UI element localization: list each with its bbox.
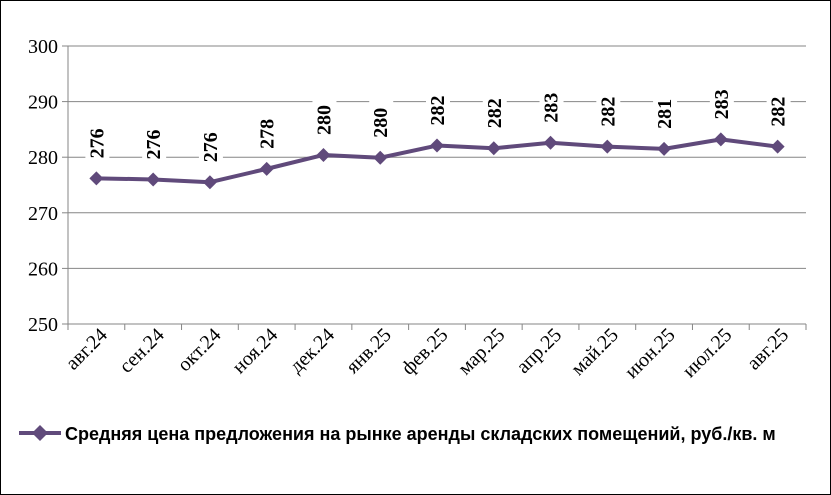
- x-tick-label: июл.25: [678, 324, 736, 382]
- data-labels: 276 276 276 278 280 280 282 282 283 282 281 283 282: [85, 79, 791, 167]
- x-tick-label: сен.24: [115, 324, 169, 378]
- data-label: 276: [200, 132, 222, 162]
- data-label: 280: [313, 105, 335, 135]
- data-point-marker: [486, 141, 501, 156]
- data-point-marker: [373, 150, 388, 165]
- data-label-background: [198, 122, 223, 167]
- data-label: 282: [597, 97, 619, 127]
- data-point-marker: [259, 161, 274, 176]
- data-point-marker: [543, 135, 558, 150]
- data-point-marker: [713, 132, 728, 147]
- series-markers: [89, 132, 785, 190]
- data-point-marker: [202, 175, 217, 190]
- y-axis-ticks: 250 260 270 280 290 300: [28, 36, 68, 336]
- x-tick-label: янв.25: [342, 324, 396, 378]
- data-point-marker: [89, 171, 104, 186]
- data-point-marker: [430, 138, 444, 153]
- x-tick-label: фев.25: [397, 324, 452, 379]
- data-label-background: [709, 79, 734, 124]
- x-tick-label: дек.24: [285, 324, 339, 378]
- y-tick-label: 300: [28, 36, 58, 58]
- data-label: 276: [86, 128, 108, 158]
- x-tick-label: мар.25: [454, 324, 509, 379]
- data-label-background: [255, 108, 280, 153]
- axes: [67, 46, 806, 325]
- data-label: 283: [711, 89, 733, 119]
- data-point-marker: [316, 147, 331, 162]
- x-tick-label: авг.24: [62, 324, 112, 374]
- y-tick-label: 270: [28, 203, 58, 225]
- y-tick-label: 280: [28, 147, 58, 169]
- data-label: 281: [654, 99, 676, 129]
- y-tick-label: 290: [28, 92, 58, 114]
- data-label-background: [85, 118, 110, 163]
- x-tick-label: июн.25: [621, 324, 680, 383]
- data-label-background: [369, 97, 394, 142]
- x-tick-label: май.25: [567, 324, 623, 380]
- data-label-background: [482, 88, 507, 133]
- x-tick-label: авг.25: [743, 324, 793, 374]
- x-axis-ticks: авг.24 сен.24 окт.24 ноя.24 дек.24 янв.25 фев.…: [62, 324, 807, 383]
- y-tick-label: 260: [28, 258, 58, 280]
- data-label-background: [539, 82, 564, 127]
- x-tick-label: апр.25: [512, 324, 566, 378]
- data-label: 276: [143, 129, 165, 159]
- data-label-background: [426, 85, 450, 130]
- y-tick-label: 250: [28, 314, 58, 336]
- data-point-marker: [600, 139, 615, 154]
- data-point-marker: [146, 172, 161, 187]
- grid-lines: [68, 45, 806, 269]
- x-tick-label: окт.24: [173, 324, 225, 376]
- legend-marker-icon: [19, 425, 61, 441]
- data-label-background: [312, 94, 337, 139]
- data-label: 280: [370, 108, 392, 138]
- legend-label: Средняя цена предложения на рынке аренды…: [65, 424, 776, 444]
- data-label: 278: [257, 119, 279, 149]
- data-label-background: [766, 86, 791, 131]
- data-label: 282: [484, 98, 506, 128]
- data-label: 282: [768, 97, 790, 127]
- data-point-marker: [770, 139, 785, 154]
- data-point-marker: [657, 141, 672, 156]
- legend: Средняя цена предложения на рынке аренды…: [17, 421, 817, 447]
- data-label-background: [596, 86, 621, 131]
- data-label-background: [142, 119, 167, 164]
- data-label-background: [653, 88, 678, 133]
- data-label: 283: [541, 93, 563, 123]
- x-tick-label: ноя.24: [228, 324, 282, 378]
- data-label: 282: [427, 96, 449, 126]
